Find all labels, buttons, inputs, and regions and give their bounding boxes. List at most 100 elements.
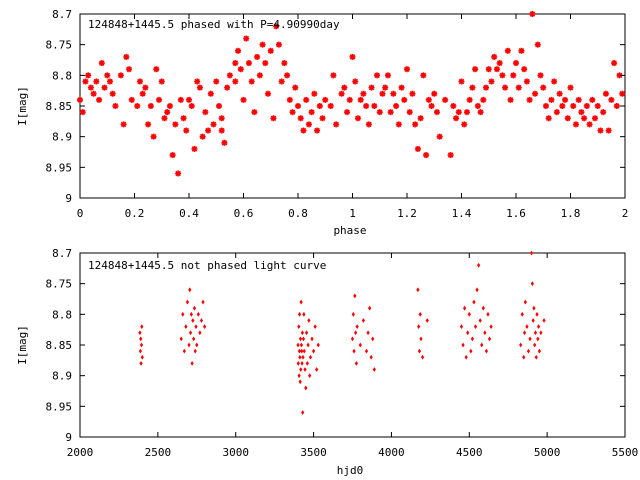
data-point — [156, 96, 163, 103]
data-point — [297, 115, 304, 122]
data-point — [372, 367, 376, 372]
x-tick-label: 3000 — [222, 446, 249, 459]
data-point — [365, 121, 372, 128]
data-point — [240, 96, 247, 103]
x-tick-label: 0.8 — [288, 207, 308, 220]
data-point — [164, 109, 171, 116]
data-point — [417, 348, 422, 354]
data-point — [485, 66, 492, 73]
data-point — [533, 342, 537, 348]
data-point — [483, 330, 487, 336]
data-point — [187, 342, 191, 348]
unphased-light-curve-chart: 2000 2500 3000 3500 4000 4500 5000 5500 8.7 8.75… — [16, 247, 638, 477]
data-point — [85, 72, 92, 79]
data-point — [297, 348, 302, 354]
x-tick-label: 1.8 — [561, 207, 581, 220]
data-point — [477, 109, 484, 116]
data-point — [186, 96, 192, 103]
data-point — [316, 103, 323, 109]
data-point — [150, 133, 157, 140]
data-point — [202, 109, 209, 116]
data-point — [106, 78, 113, 85]
data-point — [142, 84, 149, 91]
data-point — [354, 115, 361, 122]
data-point — [358, 342, 362, 348]
data-point — [619, 90, 626, 97]
data-point — [232, 60, 239, 67]
y-tick-label: 8.75 — [46, 278, 73, 291]
data-point — [369, 354, 373, 360]
data-point — [562, 96, 569, 103]
data-point — [299, 299, 303, 305]
data-point — [87, 84, 94, 91]
data-point — [281, 60, 288, 67]
chart-title: 124848+1445.5 not phased light curve — [88, 259, 326, 272]
data-point — [423, 152, 430, 159]
data-point — [523, 299, 527, 305]
data-point — [210, 121, 217, 128]
y-tick-label: 8.7 — [52, 247, 72, 260]
data-point — [520, 311, 524, 317]
data-point — [425, 96, 432, 103]
data-point — [302, 311, 306, 317]
data-point — [199, 318, 204, 323]
data-point — [82, 78, 89, 85]
y-tick-label: 9 — [65, 192, 72, 205]
data-point — [536, 336, 540, 342]
data-point — [467, 311, 471, 317]
data-point — [350, 336, 355, 342]
x-tick-label: 1.6 — [506, 207, 526, 220]
data-point — [302, 348, 306, 354]
data-point — [493, 66, 500, 73]
x-tick-label: 2500 — [145, 446, 172, 459]
data-point — [201, 299, 205, 305]
x-tick-label: 0.6 — [234, 207, 254, 220]
data-point — [502, 84, 509, 91]
data-point — [453, 115, 460, 122]
data-point — [259, 41, 266, 48]
data-point — [515, 84, 522, 91]
data-point — [224, 84, 231, 91]
data-point — [296, 342, 300, 348]
x-tick-label: 0.2 — [125, 207, 145, 220]
data-point — [138, 348, 143, 354]
data-point — [254, 53, 261, 60]
data-point — [352, 348, 356, 354]
data-point — [311, 348, 316, 354]
data-point — [379, 90, 386, 97]
data-point — [354, 361, 358, 366]
data-point — [188, 103, 195, 109]
x-tick-label: 4000 — [378, 446, 405, 459]
data-point — [226, 72, 233, 79]
data-point — [237, 66, 244, 73]
data-point — [195, 342, 199, 348]
x-tick-label: 0 — [77, 207, 84, 220]
data-point — [172, 121, 179, 128]
data-point — [306, 342, 310, 348]
data-point — [522, 330, 527, 336]
data-point — [344, 109, 351, 116]
data-point — [117, 72, 124, 79]
data-point — [559, 103, 566, 109]
x-tick-label: 1.4 — [452, 207, 472, 220]
data-point — [542, 103, 549, 109]
data-point — [192, 305, 197, 311]
data-point — [521, 66, 528, 73]
data-point — [90, 90, 97, 97]
data-point — [308, 354, 313, 360]
data-point — [600, 109, 607, 116]
data-point — [404, 66, 410, 73]
data-point — [305, 361, 309, 366]
data-point — [484, 348, 489, 354]
data-point — [461, 342, 465, 348]
data-point — [297, 311, 302, 317]
x-tick-label: 4500 — [456, 446, 483, 459]
data-point — [491, 53, 498, 60]
data-point — [166, 103, 173, 109]
data-point — [458, 78, 465, 85]
data-point — [466, 96, 473, 103]
data-point — [311, 90, 318, 97]
data-point — [215, 103, 222, 109]
data-point — [487, 336, 492, 342]
data-point — [147, 103, 154, 109]
